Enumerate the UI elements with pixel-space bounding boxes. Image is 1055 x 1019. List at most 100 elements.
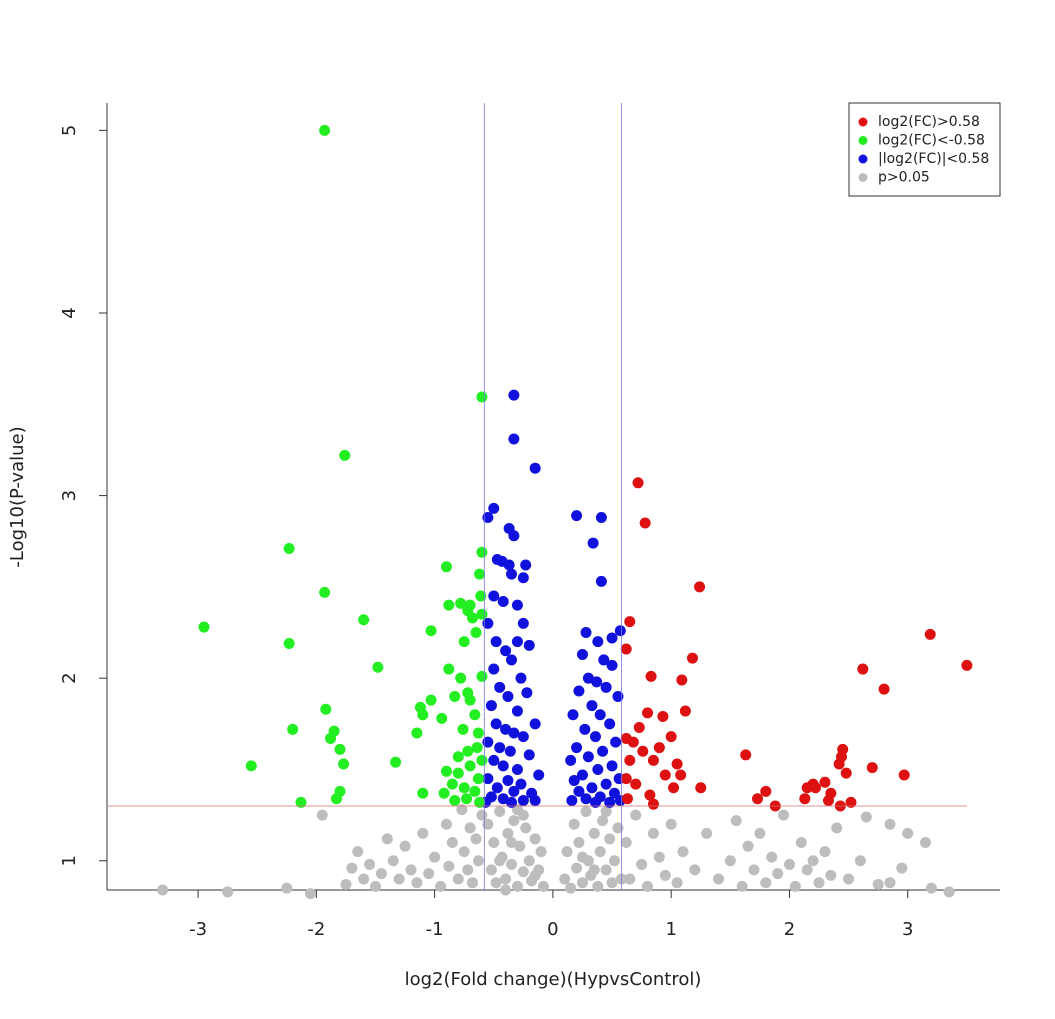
point xyxy=(471,742,483,754)
point xyxy=(760,877,772,889)
point xyxy=(701,827,713,839)
point xyxy=(222,886,234,898)
point xyxy=(568,774,580,786)
point xyxy=(517,572,529,584)
point xyxy=(295,796,307,808)
point xyxy=(676,674,688,686)
point xyxy=(600,778,612,790)
point xyxy=(860,811,872,823)
point xyxy=(825,869,837,881)
legend-marker xyxy=(858,154,868,164)
point xyxy=(657,711,669,723)
point xyxy=(598,654,610,666)
point xyxy=(831,822,843,834)
point xyxy=(614,625,626,637)
point xyxy=(833,758,845,770)
x-tick-label: 0 xyxy=(547,919,558,940)
point xyxy=(665,818,677,830)
point xyxy=(515,672,527,684)
point xyxy=(283,637,295,649)
point xyxy=(610,736,622,748)
point xyxy=(742,840,754,852)
point xyxy=(423,868,435,880)
point xyxy=(440,818,452,830)
x-tick-label: 1 xyxy=(665,919,676,940)
point xyxy=(919,837,931,849)
point xyxy=(529,718,541,730)
point xyxy=(500,884,512,896)
point xyxy=(925,882,937,894)
point xyxy=(898,769,910,781)
point xyxy=(671,877,683,889)
point xyxy=(464,694,476,706)
point xyxy=(472,773,484,785)
point xyxy=(571,862,583,874)
point xyxy=(490,636,502,648)
point xyxy=(580,793,592,805)
point xyxy=(514,840,526,852)
point xyxy=(425,625,437,637)
point xyxy=(760,785,772,797)
point xyxy=(752,793,764,805)
point xyxy=(567,709,579,721)
point xyxy=(417,787,429,799)
point xyxy=(490,877,502,889)
x-tick-label: 3 xyxy=(902,919,913,940)
point xyxy=(621,793,633,805)
point xyxy=(482,773,494,785)
point xyxy=(573,685,585,697)
point xyxy=(695,782,707,794)
point xyxy=(411,877,423,889)
point xyxy=(515,778,527,790)
point xyxy=(520,822,532,834)
point xyxy=(620,732,632,744)
point xyxy=(521,687,533,699)
point xyxy=(364,858,376,870)
point xyxy=(789,880,801,892)
point xyxy=(594,846,606,858)
point xyxy=(712,873,724,885)
point xyxy=(653,851,665,863)
point xyxy=(352,846,364,858)
point xyxy=(571,742,583,754)
point xyxy=(369,880,381,892)
point xyxy=(754,827,766,839)
point xyxy=(637,745,649,757)
legend-marker xyxy=(858,117,868,127)
point xyxy=(653,742,665,754)
point xyxy=(600,805,612,817)
point xyxy=(642,707,654,719)
point xyxy=(455,597,467,609)
point xyxy=(466,877,478,889)
point xyxy=(157,884,169,896)
x-tick-label: 2 xyxy=(784,919,795,940)
point xyxy=(438,787,450,799)
point xyxy=(452,767,464,779)
point xyxy=(485,700,497,712)
point xyxy=(488,663,500,675)
point xyxy=(517,866,529,878)
point xyxy=(686,652,698,664)
point xyxy=(497,595,509,607)
point xyxy=(624,616,636,628)
point xyxy=(464,599,476,611)
point xyxy=(511,763,523,775)
point xyxy=(358,614,370,626)
point xyxy=(508,785,520,797)
point xyxy=(405,864,417,876)
point xyxy=(671,758,683,770)
point xyxy=(511,705,523,717)
point xyxy=(591,676,603,688)
point xyxy=(736,880,748,892)
point xyxy=(339,449,351,461)
point xyxy=(586,700,598,712)
point xyxy=(462,745,474,757)
point xyxy=(458,636,470,648)
point xyxy=(600,681,612,693)
point xyxy=(801,864,813,876)
point xyxy=(595,575,607,587)
point xyxy=(508,815,520,827)
point xyxy=(283,543,295,555)
point xyxy=(579,723,591,735)
